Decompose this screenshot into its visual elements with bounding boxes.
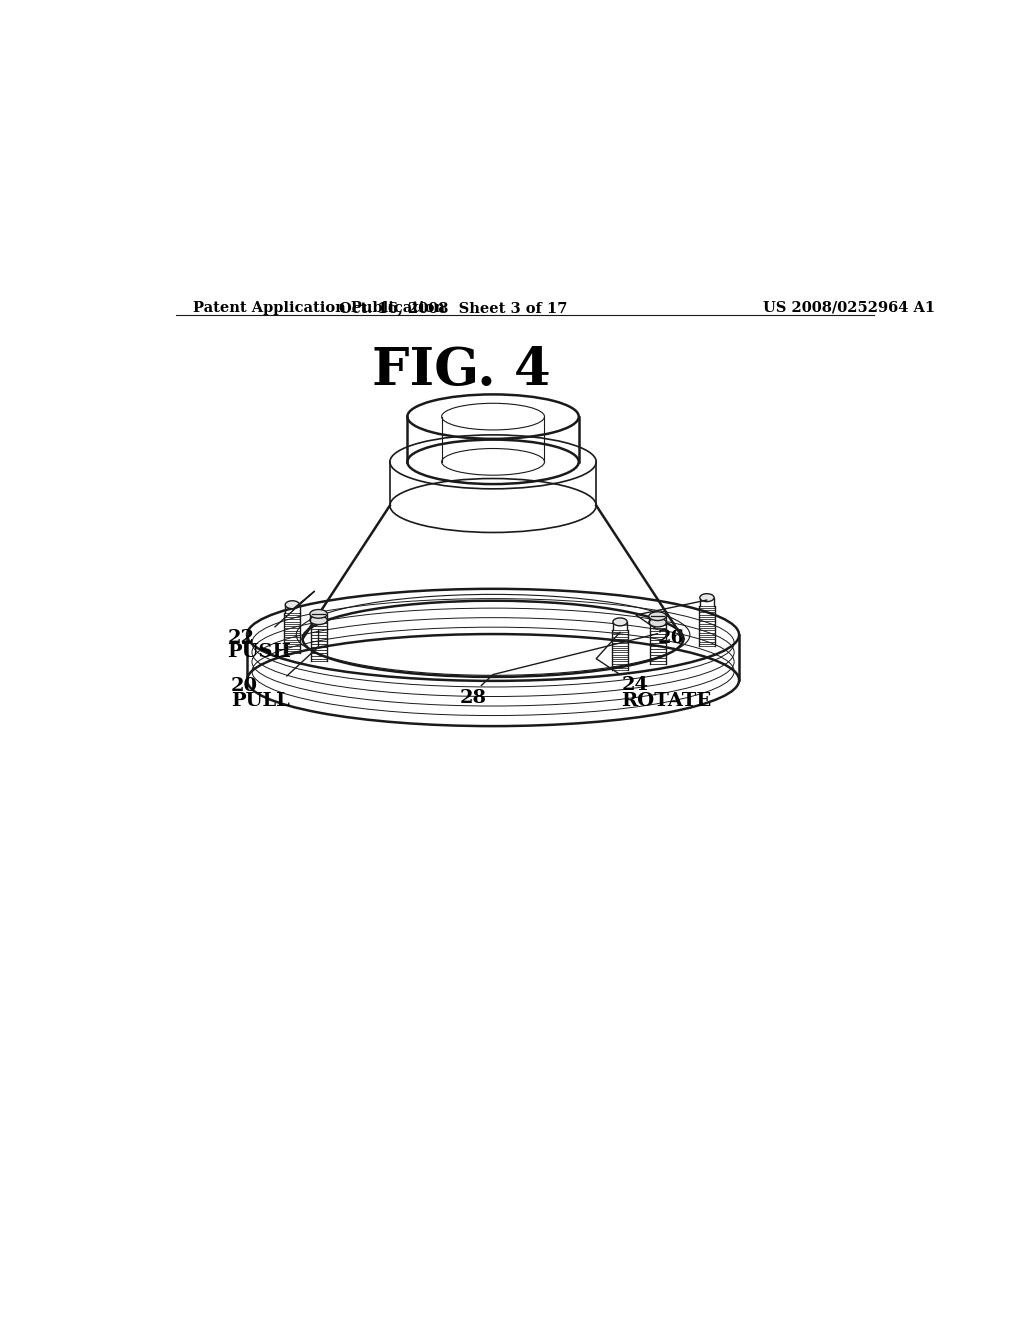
Text: 20: 20 — [231, 677, 258, 694]
Text: US 2008/0252964 A1: US 2008/0252964 A1 — [763, 301, 935, 314]
Ellipse shape — [310, 610, 328, 618]
Ellipse shape — [286, 601, 300, 609]
Text: 26: 26 — [658, 630, 685, 647]
Text: PULL: PULL — [231, 692, 290, 710]
Ellipse shape — [310, 616, 328, 624]
Text: ROTATE: ROTATE — [622, 692, 712, 710]
Text: 28: 28 — [460, 689, 486, 706]
Ellipse shape — [649, 611, 667, 620]
Ellipse shape — [613, 618, 627, 626]
Ellipse shape — [699, 594, 714, 602]
Ellipse shape — [649, 618, 667, 627]
Text: 24: 24 — [622, 676, 648, 694]
Text: FIG. 4: FIG. 4 — [372, 346, 551, 396]
Text: 22: 22 — [227, 628, 254, 647]
Text: Patent Application Publication: Patent Application Publication — [194, 301, 445, 314]
Text: Oct. 16, 2008  Sheet 3 of 17: Oct. 16, 2008 Sheet 3 of 17 — [339, 301, 567, 314]
Text: PUSH: PUSH — [227, 643, 291, 661]
